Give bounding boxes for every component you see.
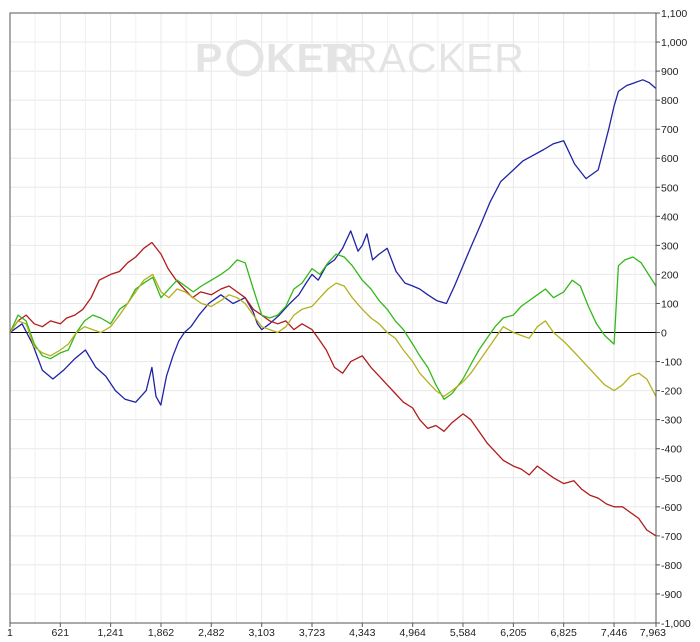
x-tick-label: 7,446 — [601, 627, 627, 639]
x-tick-label: 621 — [52, 627, 70, 639]
watermark-part-2: KER — [266, 35, 356, 81]
series-line-4 — [9, 273, 657, 398]
y-tick-label: 600 — [661, 153, 679, 165]
y-tick-label: 200 — [661, 269, 679, 281]
series-line-1 — [9, 79, 657, 406]
y-axis: 1,100 1,000 900 800 700 600 500 400 300 200 100 0 -1… — [656, 8, 691, 630]
y-tick-label: 800 — [661, 95, 679, 107]
y-tick-label: -400 — [661, 444, 682, 456]
x-tick-label: 6,825 — [551, 627, 577, 639]
y-tick-label: -700 — [661, 531, 682, 543]
y-tick-label: 100 — [661, 298, 679, 310]
x-tick-label: 1,862 — [148, 627, 174, 639]
y-tick-label: -600 — [661, 502, 682, 514]
y-tick-label: 700 — [661, 124, 679, 136]
plot-background — [10, 13, 656, 623]
y-tick-label: 300 — [661, 240, 679, 252]
y-tick-label: 900 — [661, 66, 679, 78]
series-line-2 — [9, 241, 657, 537]
x-tick-label: 5,584 — [450, 627, 476, 639]
series-line-3 — [9, 253, 657, 400]
x-tick-label: 7,963 — [640, 627, 666, 639]
y-tick-label: 500 — [661, 182, 679, 194]
y-tick-label: 1,100 — [661, 8, 687, 20]
y-tick-label: -500 — [661, 473, 682, 485]
x-axis: 1 621 1,241 1,862 2,482 3,103 3,723 4,343 4,964 5… — [7, 623, 666, 639]
y-tick-label: -900 — [661, 589, 682, 601]
x-tick-label: 6,205 — [500, 627, 526, 639]
y-tick-label: -1,000 — [661, 618, 691, 630]
plot-border — [9, 12, 657, 624]
y-tick-label: -200 — [661, 386, 682, 398]
x-tick-label: 4,964 — [400, 627, 426, 639]
y-tick-label: -100 — [661, 357, 682, 369]
y-tick-label: -300 — [661, 415, 682, 427]
x-tick-label: 1 — [7, 627, 13, 639]
watermark-part-1: P — [195, 35, 223, 81]
x-tick-label: 2,482 — [198, 627, 224, 639]
y-tick-label: 0 — [661, 328, 667, 340]
x-tick-label: 3,103 — [249, 627, 275, 639]
y-tick-label: -800 — [661, 560, 682, 572]
poker-chip-icon — [226, 39, 264, 77]
x-tick-label: 4,343 — [349, 627, 375, 639]
watermark: P KER TRACKER — [195, 35, 525, 81]
x-tick-label: 1,241 — [97, 627, 123, 639]
y-tick-label: 400 — [661, 211, 679, 223]
x-tick-label: 3,723 — [299, 627, 325, 639]
watermark-part-3: TRACKER — [322, 35, 525, 81]
y-tick-label: 1,000 — [661, 37, 687, 49]
series-lines — [9, 79, 657, 537]
